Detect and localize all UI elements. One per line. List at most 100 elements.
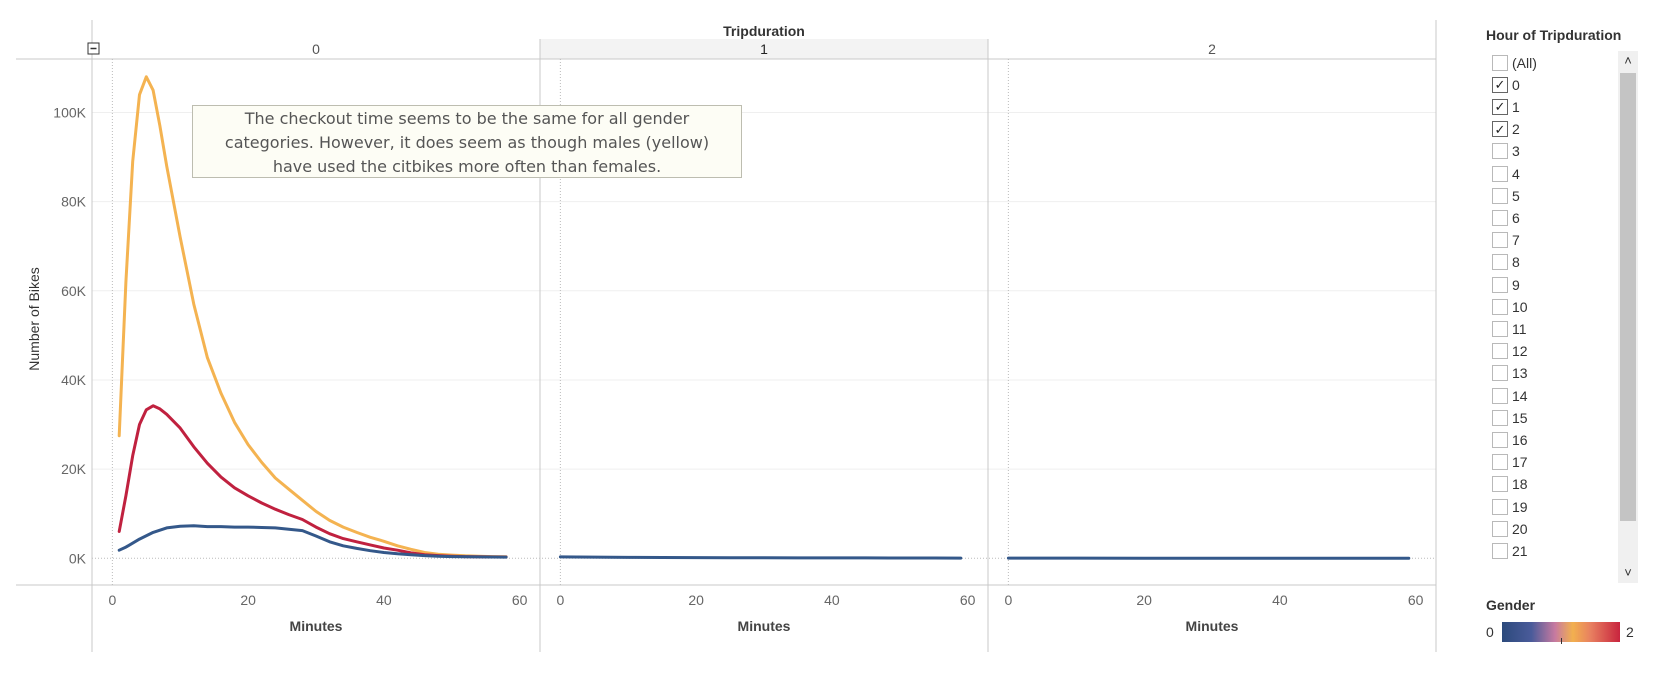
x-tick-label: 0 — [556, 592, 564, 608]
filter-item-label: 21 — [1512, 542, 1528, 559]
filter-item-label: 4 — [1512, 165, 1520, 182]
filter-item-2[interactable]: ✓ 2 — [1486, 118, 1520, 141]
annotation-line-3: have used the citbikes more often than f… — [272, 157, 662, 176]
annotation-line-1: The checkout time seems to be the same f… — [244, 109, 690, 128]
filter-item-label: 1 — [1512, 98, 1520, 115]
y-tick-label: 20K — [61, 461, 87, 477]
filter-item-7[interactable]: 7 — [1486, 229, 1520, 252]
filter-item-label: 11 — [1512, 320, 1527, 337]
filter-item-1[interactable]: ✓ 1 — [1486, 95, 1520, 118]
x-tick-label: 0 — [1004, 592, 1012, 608]
x-tick-label: 20 — [688, 592, 704, 608]
filter-item-0[interactable]: ✓ 0 — [1486, 73, 1520, 96]
filter-item-20[interactable]: 20 — [1486, 517, 1528, 540]
filter-item-15[interactable]: 15 — [1486, 406, 1528, 429]
scroll-thumb[interactable] — [1620, 73, 1636, 521]
series-line-gender-0 — [117, 524, 508, 559]
filter-item-19[interactable]: 19 — [1486, 495, 1528, 518]
filter-item-14[interactable]: 14 — [1486, 384, 1528, 407]
series-line-gender-1 — [117, 75, 508, 559]
y-tick-label: 80K — [61, 194, 87, 210]
filter-scrollbar[interactable]: ˄ ˅ — [1618, 51, 1638, 583]
series-line-gender-0 — [558, 555, 963, 560]
y-tick-label: 100K — [53, 104, 86, 120]
filter-checkbox[interactable]: ✓ — [1492, 98, 1508, 115]
scroll-up-icon[interactable]: ˄ — [1624, 53, 1632, 68]
filter-item-label: 19 — [1512, 498, 1528, 515]
filter-checkbox[interactable] — [1492, 387, 1508, 404]
x-tick-label: 40 — [824, 592, 840, 608]
filter-item-10[interactable]: 10 — [1486, 295, 1528, 318]
legend-min-label: 0 — [1486, 624, 1494, 640]
filter-checkbox[interactable] — [1492, 187, 1508, 204]
filter-item-label: 12 — [1512, 343, 1528, 360]
x-axis-title: Minutes — [290, 618, 343, 634]
filter-checkbox[interactable] — [1492, 165, 1508, 182]
y-tick-label: 0K — [69, 550, 87, 566]
filter-sidebar: Hour of Tripduration (All) ✓ 0 ✓ 1 ✓ 2 3 4 5 6 7 8 9 1… — [1478, 0, 1656, 676]
x-tick-label: 0 — [108, 592, 116, 608]
filter-item-16[interactable]: 16 — [1486, 428, 1528, 451]
filter-checkbox[interactable] — [1492, 254, 1508, 271]
filter-checkbox[interactable] — [1492, 476, 1508, 493]
filter-item-3[interactable]: 3 — [1486, 140, 1520, 163]
x-tick-label: 20 — [240, 592, 256, 608]
filter-checkbox[interactable]: ✓ — [1492, 121, 1508, 138]
x-axis-title: Minutes — [738, 618, 791, 634]
panel-label: 2 — [1208, 41, 1216, 57]
filter-checkbox[interactable] — [1492, 343, 1508, 360]
filter-checkbox[interactable] — [1492, 320, 1508, 337]
filter-item-label: 7 — [1512, 232, 1520, 249]
filter-item-17[interactable]: 17 — [1486, 451, 1528, 474]
x-tick-label: 20 — [1136, 592, 1152, 608]
filter-checkbox[interactable] — [1492, 209, 1508, 226]
filter-checkbox[interactable] — [1492, 542, 1508, 559]
filter-item-9[interactable]: 9 — [1486, 273, 1520, 296]
filter-checkbox[interactable] — [1492, 409, 1508, 426]
column-header-title: Tripduration — [723, 23, 805, 39]
filter-checkbox[interactable] — [1492, 365, 1508, 382]
x-tick-label: 60 — [1408, 592, 1424, 608]
filter-item-13[interactable]: 13 — [1486, 362, 1528, 385]
y-tick-label: 40K — [61, 372, 87, 388]
y-axis-title: Number of Bikes — [26, 267, 42, 370]
filter-checkbox[interactable] — [1492, 431, 1508, 448]
filter-checkbox[interactable] — [1492, 298, 1508, 315]
filter-checkbox[interactable] — [1492, 276, 1508, 293]
filter-checkbox[interactable] — [1492, 143, 1508, 160]
legend-max-label: 2 — [1626, 624, 1634, 640]
filter-item-label: (All) — [1512, 54, 1537, 71]
filter-item-18[interactable]: 18 — [1486, 473, 1528, 496]
filter-item-6[interactable]: 6 — [1486, 206, 1520, 229]
filter-item-label: 6 — [1512, 209, 1520, 226]
x-tick-label: 60 — [960, 592, 976, 608]
filter-item-8[interactable]: 8 — [1486, 251, 1520, 274]
filter-item-all[interactable]: (All) — [1486, 51, 1537, 74]
filter-list: (All) ✓ 0 ✓ 1 ✓ 2 3 4 5 6 7 8 9 10 11 12 13 14 15 16 17 18 19 20… — [1486, 51, 1626, 591]
filter-item-21[interactable]: 21 — [1486, 539, 1528, 562]
filter-item-4[interactable]: 4 — [1486, 162, 1520, 185]
filter-item-label: 20 — [1512, 520, 1528, 537]
filter-item-label: 0 — [1512, 76, 1520, 93]
filter-checkbox[interactable] — [1492, 54, 1508, 71]
filter-item-label: 10 — [1512, 298, 1528, 315]
filter-checkbox[interactable]: ✓ — [1492, 76, 1508, 93]
panel-label: 1 — [760, 41, 768, 57]
filter-item-label: 13 — [1512, 365, 1528, 382]
filter-item-label: 9 — [1512, 276, 1520, 293]
scroll-down-icon[interactable]: ˅ — [1624, 565, 1632, 580]
filter-item-label: 5 — [1512, 187, 1520, 204]
filter-checkbox[interactable] — [1492, 498, 1508, 515]
filter-checkbox[interactable] — [1492, 232, 1508, 249]
filter-checkbox[interactable] — [1492, 520, 1508, 537]
x-axis-title: Minutes — [1186, 618, 1239, 634]
annotation-box[interactable]: The checkout time seems to be the same f… — [192, 105, 742, 178]
filter-item-5[interactable]: 5 — [1486, 184, 1520, 207]
legend-title: Gender — [1486, 597, 1536, 613]
filter-item-11[interactable]: 11 — [1486, 317, 1527, 340]
filter-item-label: 14 — [1512, 387, 1528, 404]
filter-item-label: 3 — [1512, 143, 1520, 160]
filter-checkbox[interactable] — [1492, 454, 1508, 471]
filter-item-12[interactable]: 12 — [1486, 340, 1528, 363]
annotation-line-2: categories. However, it does seem as tho… — [224, 133, 710, 152]
